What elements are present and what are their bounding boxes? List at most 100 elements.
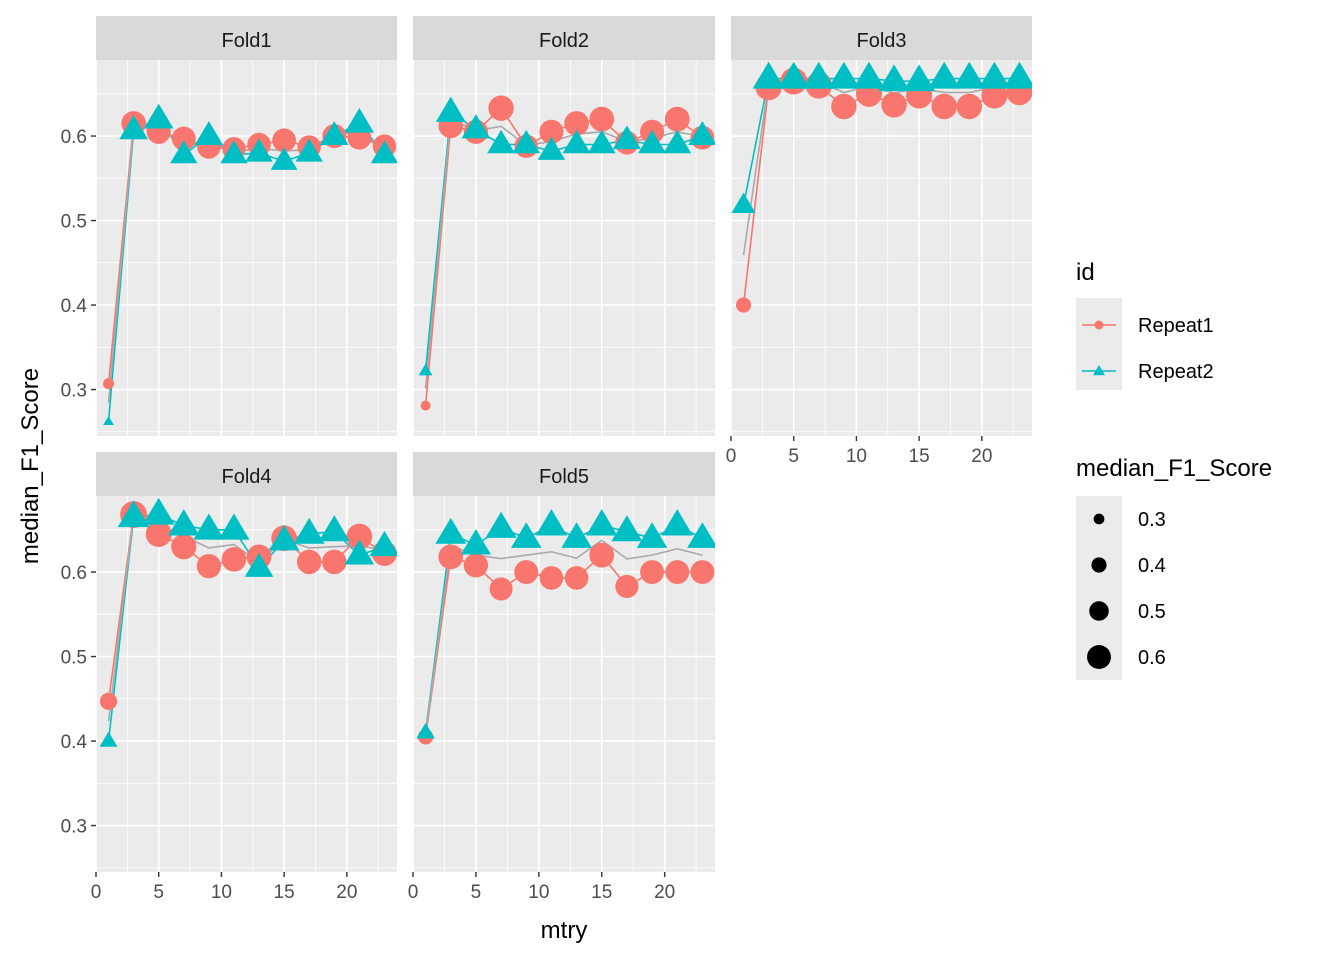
legend-size-dot [1093,513,1105,525]
point-repeat2 [194,121,224,146]
legend-size-label: 0.4 [1138,555,1166,577]
panel-data [731,61,1032,313]
point-repeat1 [539,566,564,590]
y-tick-label: 0.6 [61,127,87,148]
point-repeat2 [117,500,150,528]
point-repeat2 [562,129,591,154]
y-tick-label: 0.3 [61,381,87,402]
point-repeat2 [903,64,936,92]
point-repeat1 [690,560,715,585]
panel-data [418,95,715,411]
point-repeat1 [539,119,564,144]
point-repeat1 [881,92,907,118]
x-tick-label: 20 [971,446,992,467]
point-repeat1 [346,523,373,550]
facet-strip [731,16,1032,60]
x-tick-label: 10 [211,882,232,903]
x-tick-label: 10 [528,882,549,903]
legend-size-label: 0.6 [1138,647,1166,669]
point-repeat1 [171,126,196,151]
point-repeat1 [103,378,115,390]
facet-strip-label: Fold2 [539,30,589,52]
legend-size-dot [1087,645,1111,669]
point-repeat2 [220,140,248,164]
point-repeat1 [438,544,464,570]
x-tick-label: 5 [471,882,482,903]
y-axis-title: median_F1_Score [17,368,44,564]
point-repeat1 [514,560,539,585]
panel-background [731,60,1032,436]
point-repeat2 [168,509,200,536]
facet-panel-fold3: Fold3 0 5 10 15 20 [726,16,1032,467]
point-repeat2 [827,61,860,89]
x-tick-label: 15 [591,882,612,903]
point-repeat2 [460,529,491,555]
point-repeat1 [981,82,1008,109]
point-repeat2 [270,147,298,170]
point-repeat2 [752,61,785,89]
point-repeat2 [852,61,885,89]
point-repeat2 [485,511,517,538]
point-repeat2 [418,363,433,376]
point-repeat2 [369,530,397,557]
facet-strip-label: Fold5 [539,466,589,488]
point-repeat2 [587,129,616,154]
panel-data [416,509,715,745]
facet-panel-fold2: Fold2 [412,16,715,436]
legend-size-dot [1091,557,1107,573]
legend-size-label: 0.5 [1138,601,1166,623]
facet-strip [413,16,715,60]
point-repeat1 [956,93,983,120]
point-repeat2 [688,121,715,146]
point-repeat2 [687,522,715,548]
point-repeat2 [878,64,910,92]
point-repeat1 [664,106,690,132]
point-repeat2 [103,415,114,426]
point-repeat1 [589,542,615,568]
facet-strip [413,452,715,496]
point-repeat2 [293,517,325,544]
facet-panel-fold1: Fold1 0.3 0.4 0.5 0.6 [61,16,397,436]
point-repeat1 [735,297,752,313]
x-tick-label: 0 [726,446,737,467]
point-repeat2 [142,497,175,525]
point-repeat2 [170,140,198,164]
legend-key-triangle [1093,365,1105,376]
point-repeat2 [511,522,542,548]
legend-size-title: median_F1_Score [1076,455,1272,482]
point-repeat2 [320,121,349,146]
point-repeat2 [218,513,250,540]
x-tick-label: 20 [654,882,675,903]
y-tick-label: 0.4 [61,732,88,753]
point-repeat1 [145,521,172,547]
point-repeat2 [245,138,273,162]
legend-key-background [1076,298,1122,390]
point-repeat2 [318,515,350,542]
point-repeat2 [636,522,668,548]
point-repeat2 [612,125,641,150]
y-tick-label: 0.5 [61,212,87,233]
point-repeat2 [953,61,986,89]
point-repeat2 [244,552,274,577]
x-tick-label: 20 [336,882,357,903]
point-repeat1 [665,560,690,585]
x-tick-label: 5 [788,446,799,467]
point-repeat2 [978,61,1011,89]
x-axis-title: mtry [541,917,588,944]
point-repeat2 [535,509,568,536]
point-repeat2 [777,61,810,89]
point-repeat1 [322,549,347,575]
point-repeat1 [420,400,431,411]
x-tick-label: 0 [408,882,419,903]
point-repeat2 [461,114,491,139]
legend-key-circle [1094,320,1104,330]
point-repeat2 [512,129,541,154]
point-repeat1 [272,128,296,153]
point-repeat1 [489,577,513,601]
point-repeat1 [296,549,322,575]
point-repeat1 [589,106,615,132]
x-tick-label: 0 [91,882,102,903]
point-repeat2 [435,96,466,122]
